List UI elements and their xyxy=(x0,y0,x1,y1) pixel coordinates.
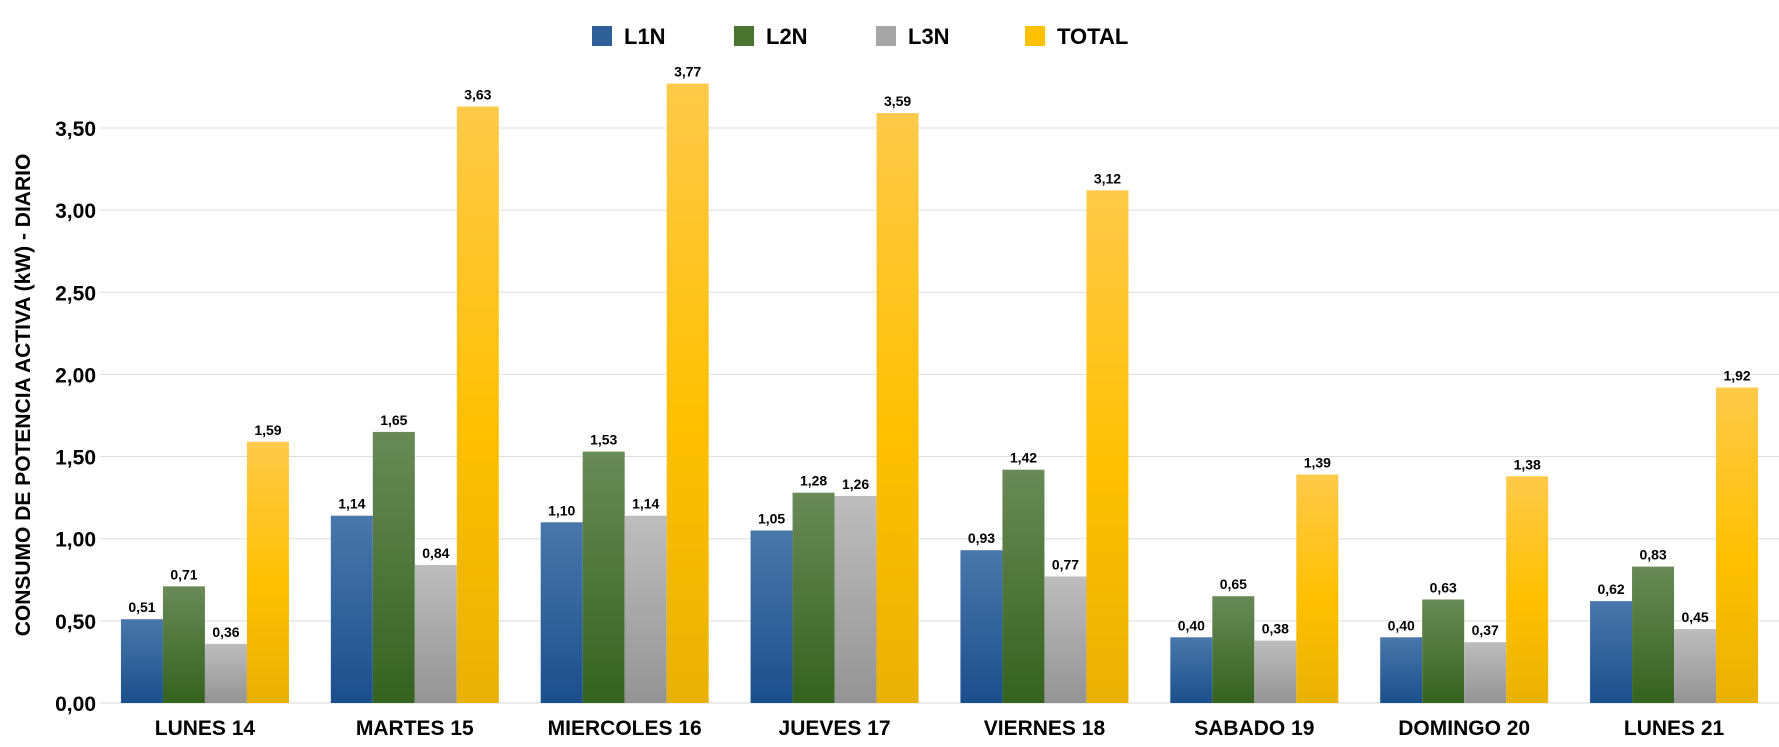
bar-total xyxy=(1716,387,1759,703)
y-tick-label: 3,50 xyxy=(55,118,96,141)
bar-l3n xyxy=(204,643,247,703)
data-label: 1,10 xyxy=(548,502,575,518)
legend-item-l2n: L2N xyxy=(734,24,808,49)
data-label: 3,63 xyxy=(464,87,491,103)
x-category-label: DOMINGO 20 xyxy=(1398,717,1530,740)
legend: L1N L2N L3N TOTAL xyxy=(592,24,1128,49)
data-label: 3,12 xyxy=(1094,170,1121,186)
data-label: 1,14 xyxy=(338,496,365,512)
legend-swatch xyxy=(876,26,896,46)
bar-l1n xyxy=(1380,637,1423,703)
data-label: 1,42 xyxy=(1010,450,1037,466)
bars xyxy=(120,83,1759,704)
data-label: 1,14 xyxy=(632,496,659,512)
bar-l1n xyxy=(330,515,373,703)
bar-l3n xyxy=(1044,576,1087,703)
bar-l2n xyxy=(1422,599,1465,703)
y-axis-ticks: 0,00 0,50 1,00 1,50 2,00 2,50 3,00 3,50 xyxy=(55,118,96,716)
legend-swatch xyxy=(734,26,754,46)
data-label: 0,45 xyxy=(1681,609,1708,625)
y-tick-label: 0,00 xyxy=(55,693,96,716)
data-label: 1,59 xyxy=(254,422,281,438)
y-tick-label: 2,50 xyxy=(55,282,96,305)
bar-l2n xyxy=(1212,596,1255,703)
data-label: 0,36 xyxy=(212,624,239,640)
data-label: 0,40 xyxy=(1388,617,1415,633)
data-label: 1,92 xyxy=(1723,368,1750,384)
bar-l1n xyxy=(540,522,583,703)
bar-total xyxy=(1086,190,1129,703)
bar-l1n xyxy=(750,530,793,703)
data-label: 1,26 xyxy=(842,476,869,492)
data-label: 1,38 xyxy=(1514,456,1541,472)
data-label: 1,53 xyxy=(590,432,617,448)
x-axis-categories: LUNES 14 MARTES 15 MIERCOLES 16 JUEVES 17 VI… xyxy=(155,717,1725,740)
data-labels: 0,51 0,71 0,36 1,59 1,14 1,65 0,84 3,63 1,10 1,53… xyxy=(128,64,1751,640)
legend-item-total: TOTAL xyxy=(1025,24,1128,49)
y-tick-label: 3,00 xyxy=(55,200,96,223)
data-label: 1,28 xyxy=(800,473,827,489)
legend-label: L2N xyxy=(766,24,808,49)
y-tick-label: 1,00 xyxy=(55,529,96,552)
x-category-label: MARTES 15 xyxy=(356,717,474,740)
data-label: 0,71 xyxy=(170,566,197,582)
legend-item-l3n: L3N xyxy=(876,24,950,49)
bar-l3n xyxy=(1464,642,1507,703)
data-label: 0,83 xyxy=(1639,547,1666,563)
x-category-label: MIERCOLES 16 xyxy=(548,717,702,740)
x-category-label: SABADO 19 xyxy=(1194,717,1314,740)
data-label: 0,37 xyxy=(1472,622,1499,638)
y-axis-label: CONSUMO DE POTENCIA ACTIVA (kW) - DIARIO xyxy=(12,154,35,637)
bar-l3n xyxy=(1674,629,1717,703)
bar-total xyxy=(1296,474,1339,703)
data-label: 3,77 xyxy=(674,64,701,80)
y-tick-label: 2,00 xyxy=(55,364,96,387)
bar-l2n xyxy=(792,492,835,703)
data-label: 0,40 xyxy=(1178,617,1205,633)
bar-l3n xyxy=(834,495,877,703)
legend-swatch xyxy=(592,26,612,46)
legend-label: L1N xyxy=(624,24,666,49)
legend-item-l1n: L1N xyxy=(592,24,666,49)
legend-label: L3N xyxy=(908,24,950,49)
bar-l1n xyxy=(960,550,1003,703)
y-tick-label: 0,50 xyxy=(55,611,96,634)
data-label: 1,39 xyxy=(1304,455,1331,471)
legend-swatch xyxy=(1025,26,1045,46)
data-label: 0,84 xyxy=(422,545,449,561)
data-label: 3,59 xyxy=(884,93,911,109)
data-label: 0,63 xyxy=(1430,579,1457,595)
x-category-label: LUNES 14 xyxy=(155,717,256,740)
bar-total xyxy=(876,113,919,703)
data-label: 0,51 xyxy=(128,599,155,615)
bar-l3n xyxy=(624,515,667,703)
bar-total xyxy=(666,83,709,704)
bar-l3n xyxy=(414,564,457,703)
bar-total xyxy=(246,441,289,703)
data-label: 1,65 xyxy=(380,412,407,428)
legend-label: TOTAL xyxy=(1057,24,1128,49)
bar-l1n xyxy=(120,619,163,703)
bar-total xyxy=(456,106,499,703)
bar-l2n xyxy=(582,451,625,703)
data-label: 0,65 xyxy=(1220,576,1247,592)
data-label: 0,62 xyxy=(1597,581,1624,597)
y-tick-label: 1,50 xyxy=(55,447,96,470)
x-category-label: VIERNES 18 xyxy=(984,717,1106,740)
data-label: 0,93 xyxy=(968,530,995,546)
data-label: 1,05 xyxy=(758,510,785,526)
data-label: 0,38 xyxy=(1262,621,1289,637)
bar-l3n xyxy=(1254,640,1297,703)
bar-total xyxy=(1506,476,1549,703)
bar-l1n xyxy=(1170,637,1213,703)
bar-l1n xyxy=(1590,601,1633,703)
x-category-label: JUEVES 17 xyxy=(779,717,891,740)
bar-l2n xyxy=(1002,469,1045,703)
data-label: 0,77 xyxy=(1052,556,1079,572)
bar-l2n xyxy=(162,586,205,703)
x-category-label: LUNES 21 xyxy=(1624,717,1725,740)
bar-l2n xyxy=(1632,566,1675,703)
bar-l2n xyxy=(372,431,415,703)
